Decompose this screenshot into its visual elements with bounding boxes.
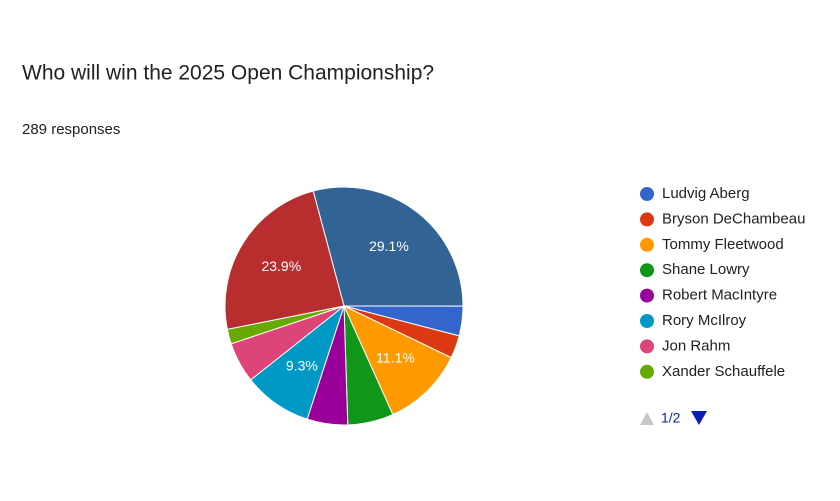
legend-swatch — [640, 339, 654, 354]
legend-label: Bryson DeChambeau — [662, 210, 805, 227]
next-page[interactable] — [691, 411, 707, 425]
legend-label: Tommy Fleetwood — [662, 236, 784, 253]
pie-slice — [342, 304, 452, 416]
legend-swatch — [640, 364, 654, 379]
response-count: 289 responses — [22, 121, 120, 138]
chart-title: Who will win the 2025 Open Championship? — [22, 62, 434, 85]
legend-label: Rory McIlroy — [662, 312, 747, 329]
legend: Ludvig Aberg Bryson DeChambeau Tommy Fleet… — [640, 185, 805, 380]
slice-label: 23.9% — [261, 258, 301, 274]
legend-swatch — [640, 288, 654, 303]
pie-slice — [224, 190, 345, 330]
legend-page: 1/2 — [661, 410, 681, 426]
slice-label: 11.1% — [376, 350, 415, 366]
legend-label: Ludvig Aberg — [662, 185, 750, 202]
legend-swatch — [640, 212, 654, 227]
legend-label: Shane Lowry — [662, 261, 750, 278]
legend-swatch — [640, 237, 654, 252]
pie: 29.1% 11.1% 9.3% 23.9% — [224, 186, 464, 426]
slice-label: 9.3% — [286, 357, 318, 373]
legend-label: Xander Schauffele — [662, 363, 785, 380]
pie-slice — [312, 186, 464, 307]
legend-label: Jon Rahm — [662, 337, 730, 354]
prev-page[interactable] — [640, 412, 654, 425]
slice-label: 29.1% — [369, 238, 409, 254]
legend-swatch — [640, 187, 654, 201]
legend-swatch — [640, 314, 654, 328]
legend-swatch — [640, 263, 654, 278]
legend-label: Robert MacIntyre — [662, 287, 777, 304]
